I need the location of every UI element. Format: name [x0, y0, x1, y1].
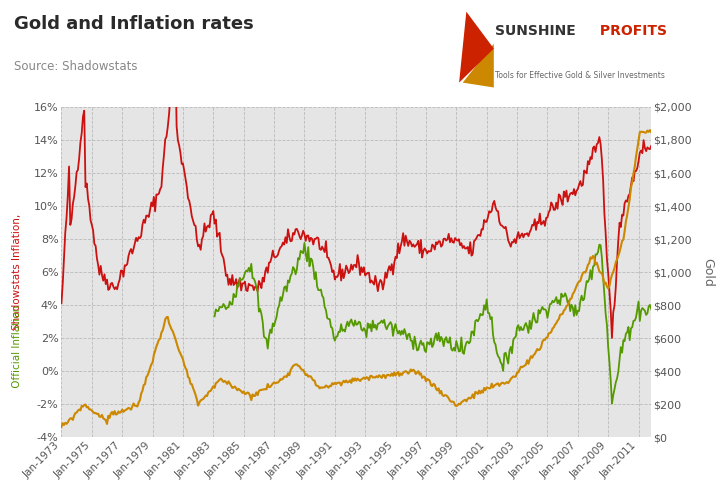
Polygon shape [459, 12, 494, 83]
Polygon shape [463, 44, 494, 87]
Text: SUNSHINE: SUNSHINE [495, 24, 576, 38]
Text: Official Inflation: Official Inflation [12, 305, 22, 391]
Text: Gold and Inflation rates: Gold and Inflation rates [14, 15, 254, 33]
Text: Tools for Effective Gold & Silver Investments: Tools for Effective Gold & Silver Invest… [495, 71, 665, 80]
Text: PROFITS: PROFITS [595, 24, 667, 38]
Y-axis label: Gold: Gold [701, 258, 714, 287]
Text: Shadowstats Inflation,: Shadowstats Inflation, [12, 214, 22, 330]
Text: Source: Shadowstats: Source: Shadowstats [14, 60, 138, 73]
